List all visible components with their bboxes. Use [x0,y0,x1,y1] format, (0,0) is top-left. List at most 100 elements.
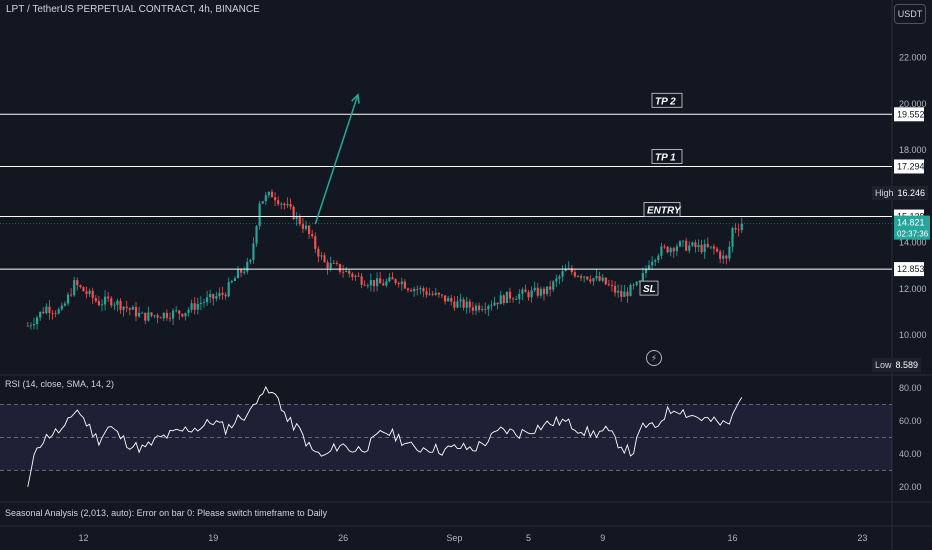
candle [270,191,274,198]
candle [610,285,614,286]
candle [644,269,648,273]
candle [144,312,147,321]
candle [307,225,311,235]
low-label: Low [875,360,892,370]
candle [722,255,725,259]
candle [323,255,326,263]
candle [42,311,45,314]
candle [505,291,508,304]
candle [601,277,604,281]
candle [462,299,465,308]
candle [542,288,546,295]
candle [379,278,382,284]
candle [345,270,348,272]
candle [595,276,598,279]
candle [499,295,502,305]
candle [691,242,694,246]
time-axis-tick: 23 [857,533,867,543]
candle [57,309,60,314]
candle [165,312,168,318]
candle [484,309,487,311]
candle [249,259,252,262]
candle [360,276,363,285]
candle [162,312,165,319]
lightning-icon[interactable]: ⚡ [646,350,662,366]
candle [666,246,669,253]
projection-arrow-head [351,93,360,104]
candle [471,307,474,311]
projection-arrow [314,94,359,225]
candle [332,263,335,264]
candle [202,302,206,304]
price-axis-tick: 12.000 [899,284,927,294]
candle [252,243,255,260]
candle [239,269,243,273]
tp2-label: TP 2 [655,96,676,107]
candle [681,240,685,242]
candle [320,255,323,257]
candle [141,312,144,314]
candle [406,288,410,291]
annotation-box [639,280,659,296]
candle [36,317,39,325]
candle [159,317,162,319]
candle [283,203,286,206]
candle [168,317,172,319]
candle [573,272,576,277]
candle [564,268,567,272]
current-price-label: 14.821 [897,218,925,228]
candle [607,284,610,286]
candle [409,290,413,292]
candle [536,287,539,296]
level-price-box [894,159,924,174]
candle [289,203,292,207]
candle [579,276,583,278]
candle [391,277,394,280]
candle [246,261,249,272]
candle [70,294,73,296]
candle [697,244,700,248]
candle [311,234,314,237]
candle [292,206,295,220]
candle [632,284,635,286]
candle [502,295,505,304]
candle [104,296,107,305]
candle [706,243,709,247]
high-value: 16.246 [897,188,926,198]
candle [76,280,79,286]
countdown-label: 02:37:36 [897,230,929,239]
price-axis-tick: 18.000 [899,145,927,155]
candle [175,310,178,312]
candle [647,265,651,270]
candle [341,271,345,273]
candle [88,290,91,294]
candle [465,301,468,308]
candle [79,285,82,288]
sl-label: SL [643,284,656,295]
candle [576,276,580,277]
candle [366,285,369,287]
candle [626,291,629,297]
rsi-legend: RSI (14, close, SMA, 14, 2) [5,379,115,389]
candle [255,226,258,244]
currency-button[interactable]: USDT [894,4,926,24]
chart-title: LPT / TetherUS PERPETUAL CONTRACT, 4h, B… [6,4,260,15]
candle [422,288,425,292]
candle [403,281,406,289]
candle [348,270,351,274]
candle [45,306,48,314]
candle [156,315,159,318]
candle [261,201,264,204]
time-axis-tick: 16 [728,533,738,543]
candle [187,309,190,313]
candle [419,288,422,290]
candle [623,291,626,297]
time-axis-tick: 12 [78,533,88,543]
candle [147,312,150,321]
candle [329,263,332,269]
candle [116,300,119,305]
candle [29,325,32,327]
candle [629,284,632,297]
candle [533,287,536,291]
